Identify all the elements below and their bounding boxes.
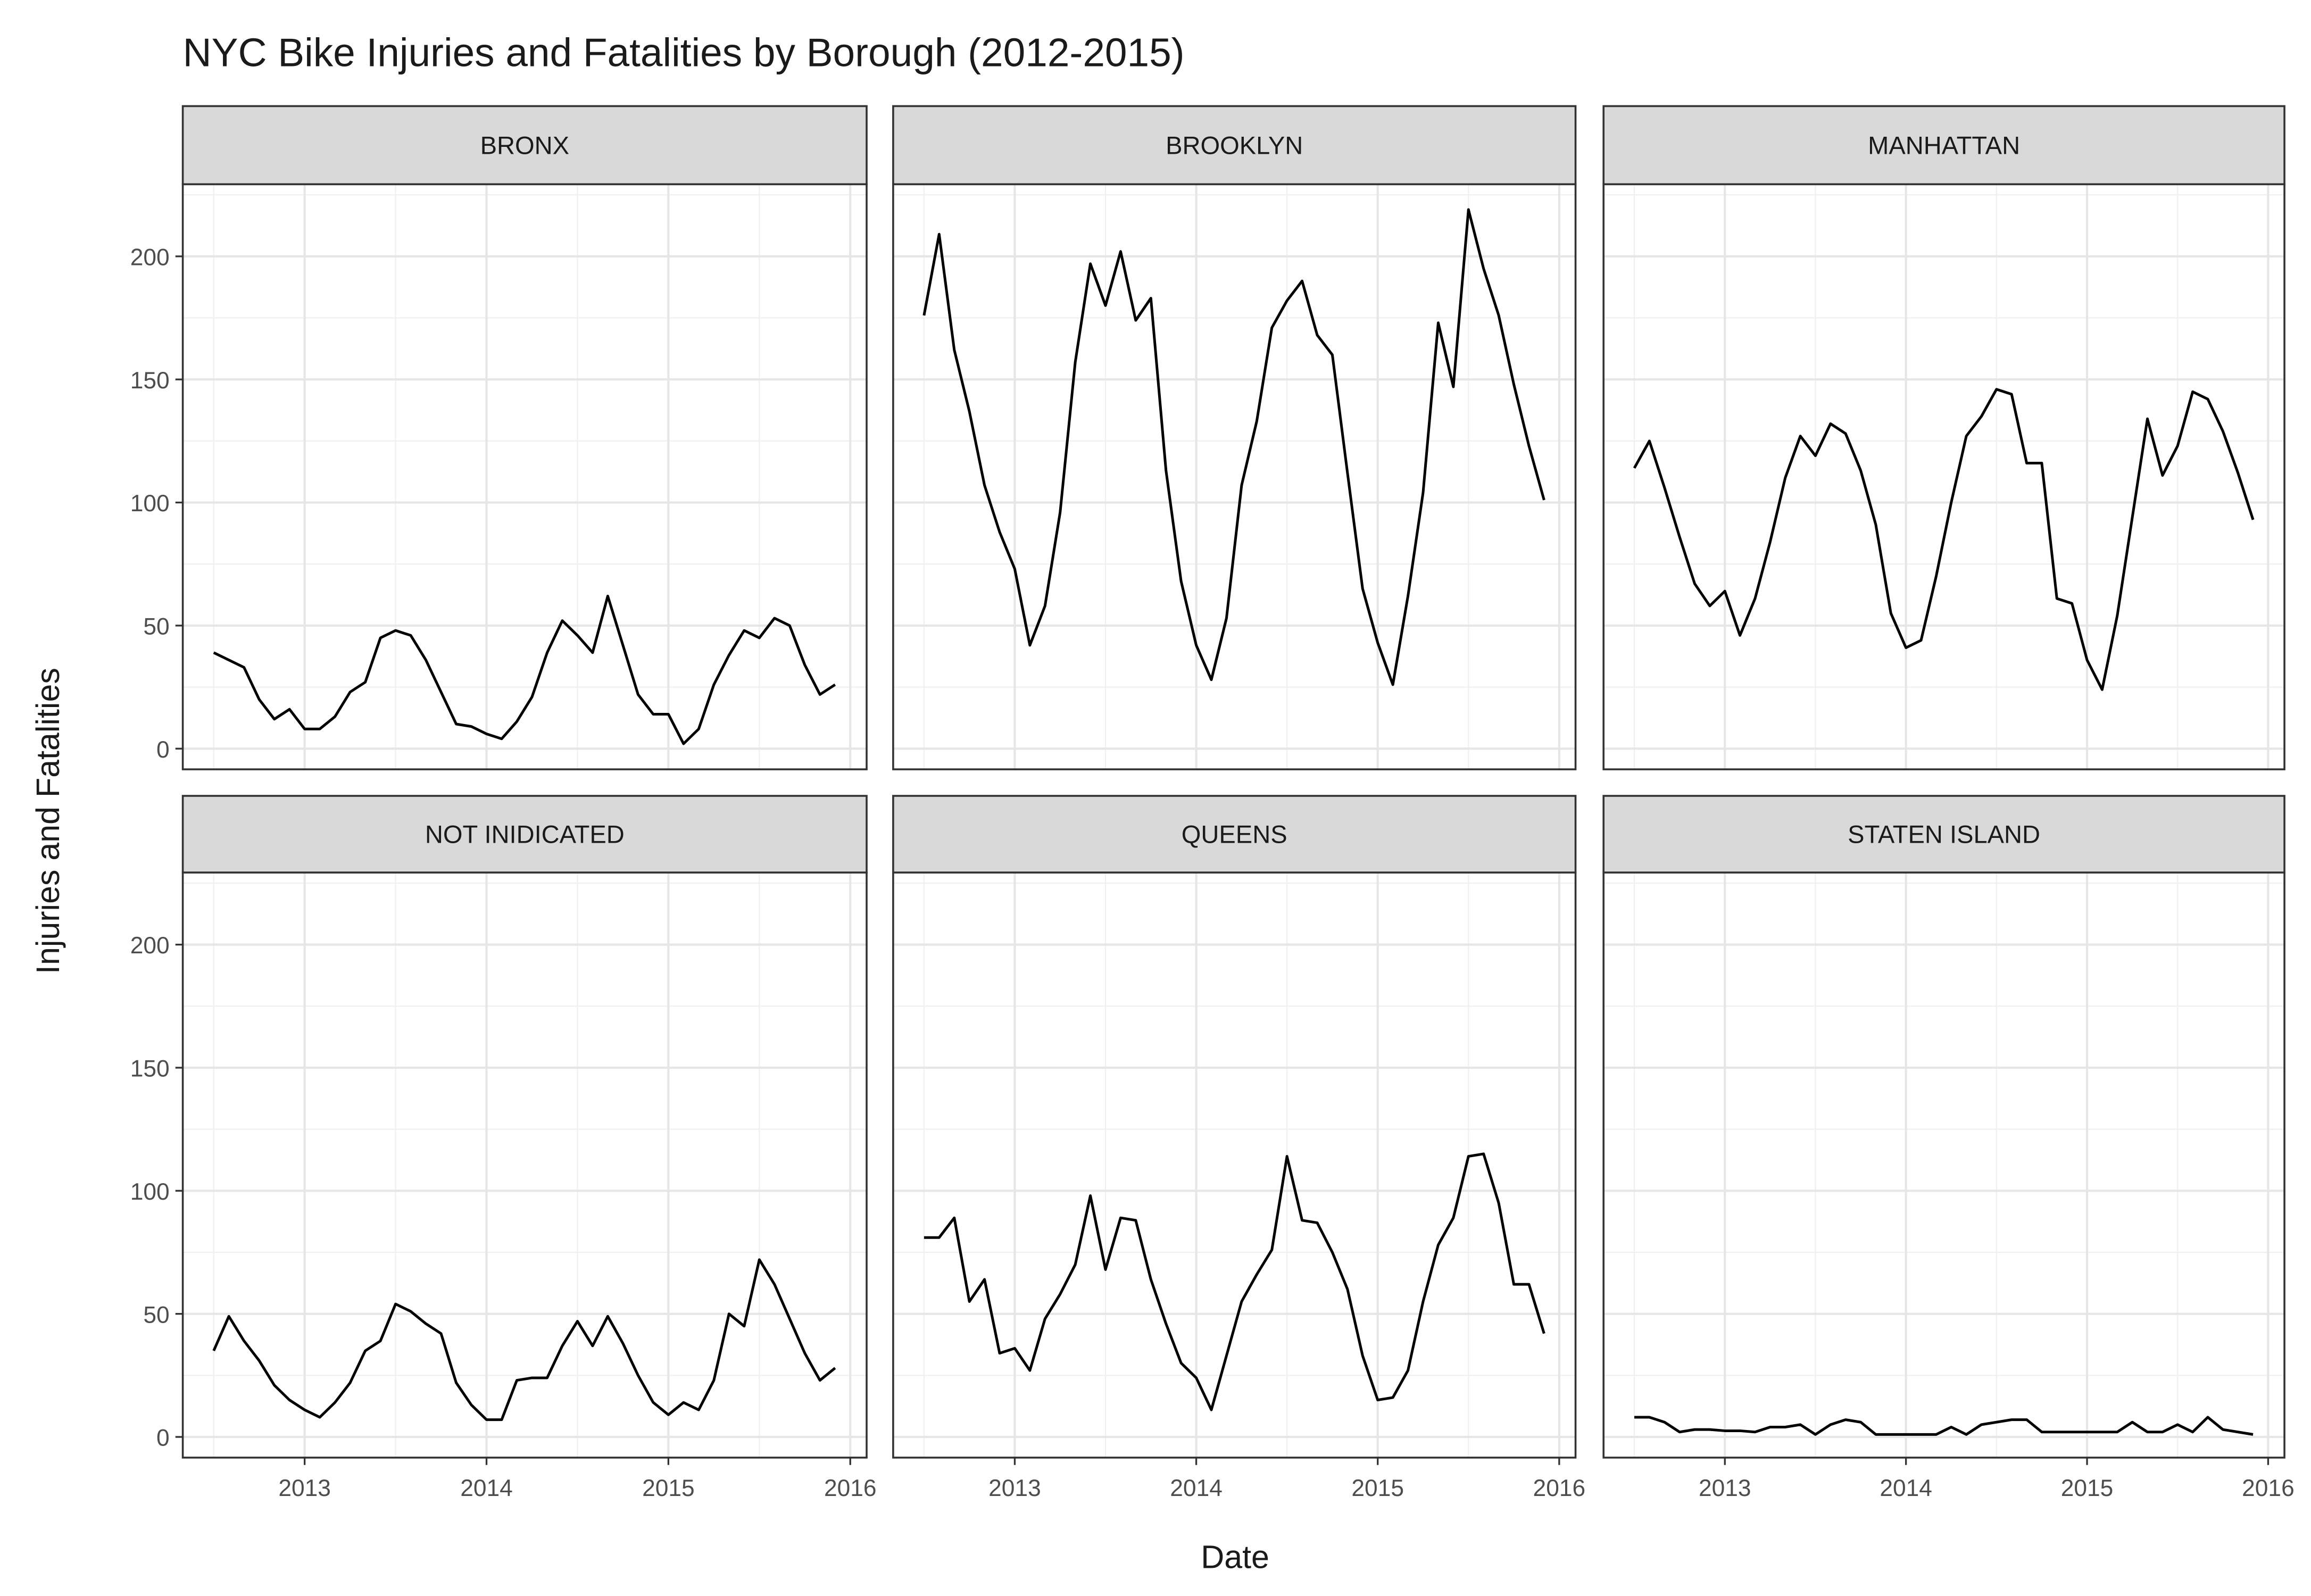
- y-tick-label: 50: [143, 614, 169, 640]
- y-tick-label: 150: [130, 1056, 170, 1082]
- strip-label: NOT INIDICATED: [425, 820, 625, 849]
- y-tick-label: 100: [130, 1179, 170, 1205]
- x-tick-label: 2013: [988, 1475, 1041, 1501]
- data-line: [924, 1152, 1545, 1411]
- x-tick-label: 2014: [1170, 1475, 1223, 1501]
- data-line: [1634, 1416, 2254, 1436]
- x-tick-label: 2015: [1351, 1475, 1404, 1501]
- data-line: [213, 594, 836, 745]
- y-tick-label: 0: [156, 1425, 170, 1451]
- x-tick-label: 2016: [1533, 1475, 1586, 1501]
- x-axis-title: Date: [1201, 1539, 1269, 1575]
- panel-background: [1603, 184, 2285, 770]
- strip-label: QUEENS: [1182, 820, 1287, 849]
- y-axis-title: Injuries and Fatalities: [30, 668, 66, 974]
- strip-label: STATEN ISLAND: [1848, 820, 2040, 849]
- panel-background: [182, 184, 867, 770]
- x-tick-label: 2014: [460, 1475, 513, 1501]
- chart-title: NYC Bike Injuries and Fatalities by Boro…: [183, 30, 1185, 75]
- strip: [1602, 105, 2285, 186]
- y-tick-label: 150: [130, 368, 170, 394]
- panel-background: [182, 872, 867, 1458]
- panel-background: [893, 872, 1576, 1458]
- y-tick-label: 200: [130, 933, 170, 959]
- y-tick-label: 0: [156, 737, 170, 763]
- data-line: [922, 208, 1545, 686]
- strip-label: BROOKLYN: [1166, 131, 1303, 160]
- x-tick-label: 2013: [278, 1475, 331, 1501]
- strip: [181, 105, 868, 186]
- strip-label: MANHATTAN: [1868, 131, 2020, 160]
- y-tick-label: 100: [130, 491, 170, 517]
- strip: [892, 105, 1577, 186]
- strip: [181, 795, 868, 874]
- x-tick-label: 2016: [824, 1475, 877, 1501]
- y-tick-label: 200: [130, 244, 170, 270]
- x-tick-label: 2014: [1880, 1475, 1932, 1501]
- strip: [1602, 795, 2285, 874]
- x-tick-label: 2015: [2061, 1475, 2114, 1501]
- data-line: [1633, 388, 2255, 691]
- strip: [892, 795, 1577, 874]
- x-tick-label: 2016: [2242, 1475, 2295, 1501]
- y-tick-label: 50: [143, 1302, 169, 1328]
- panel-background: [1603, 872, 2285, 1458]
- panel-background: [893, 184, 1576, 770]
- x-tick-label: 2013: [1699, 1475, 1751, 1501]
- strip-label: BRONX: [480, 131, 569, 160]
- x-tick-label: 2015: [642, 1475, 695, 1501]
- data-line: [212, 1258, 836, 1422]
